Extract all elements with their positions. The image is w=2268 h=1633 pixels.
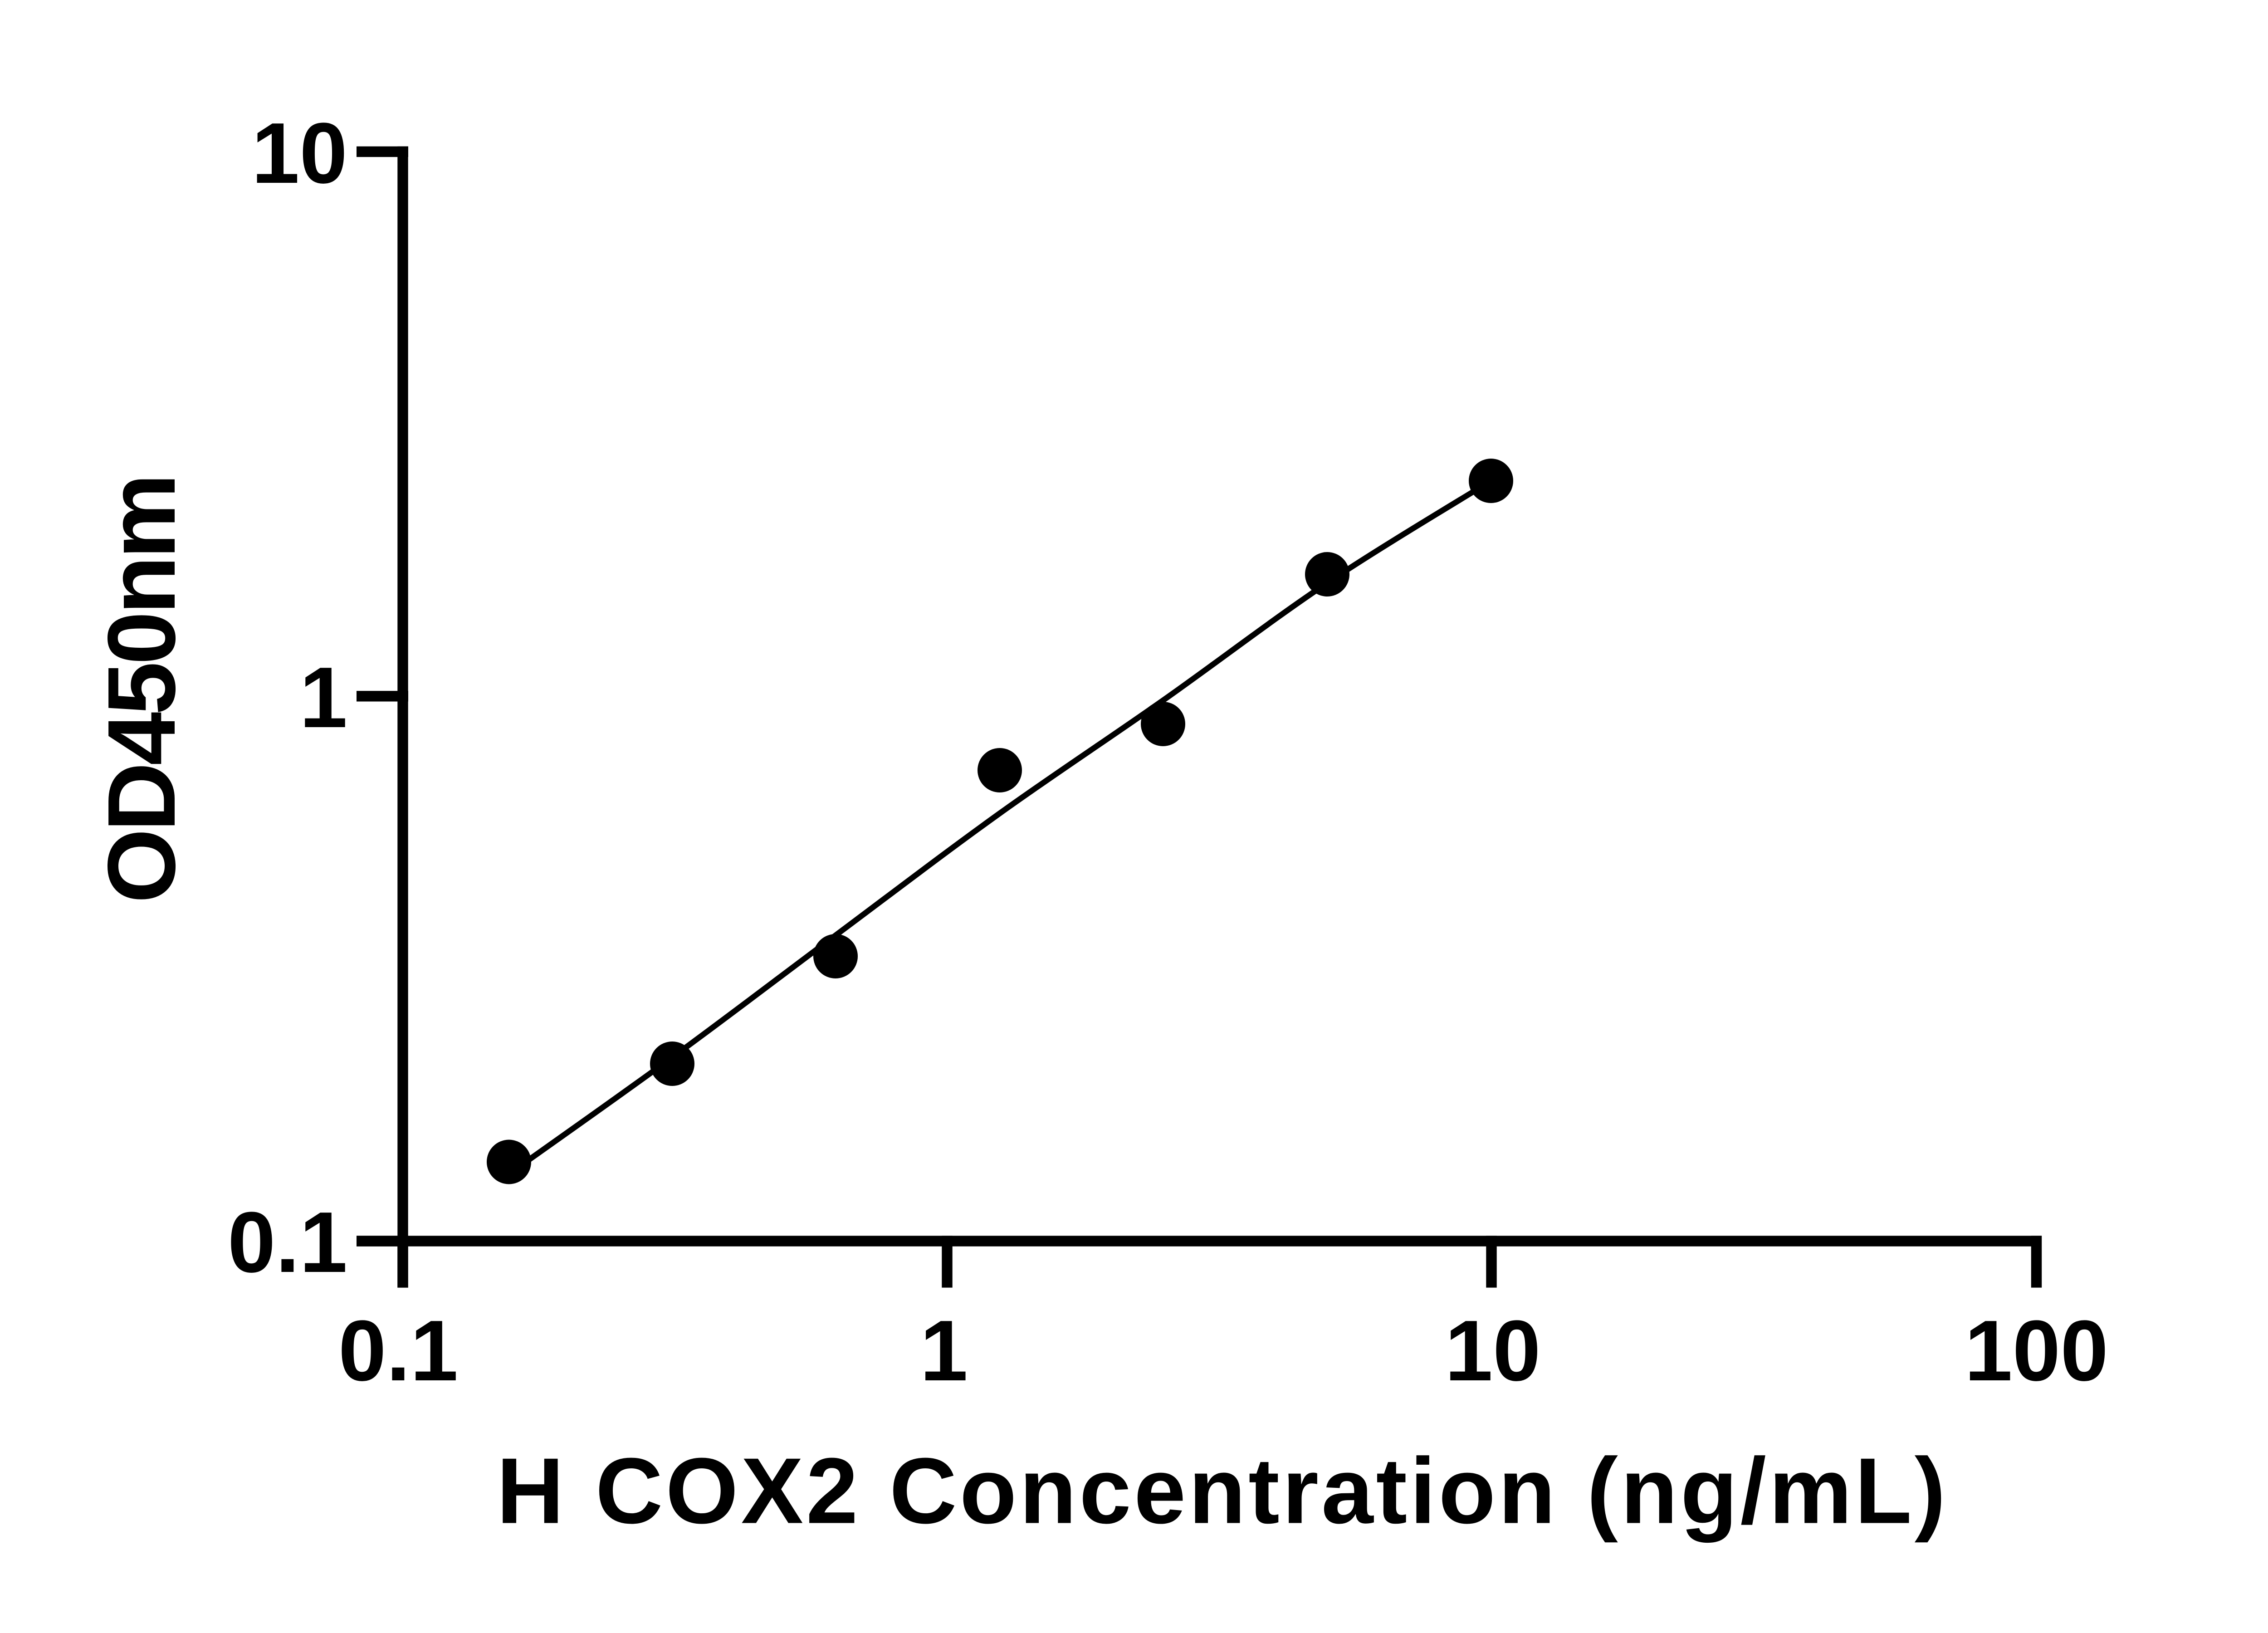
svg-text:OD450nm: OD450nm [88, 477, 195, 904]
svg-text:0.1: 0.1 [228, 1194, 347, 1291]
svg-text:0.1: 0.1 [338, 1303, 458, 1399]
svg-text:1: 1 [920, 1303, 968, 1399]
svg-text:10: 10 [1445, 1303, 1540, 1399]
svg-text:10: 10 [252, 105, 347, 201]
svg-text:H COX2 Concentration (ng/mL): H COX2 Concentration (ng/mL) [497, 1439, 1949, 1543]
svg-text:100: 100 [1965, 1303, 2108, 1399]
svg-text:1: 1 [299, 650, 347, 746]
